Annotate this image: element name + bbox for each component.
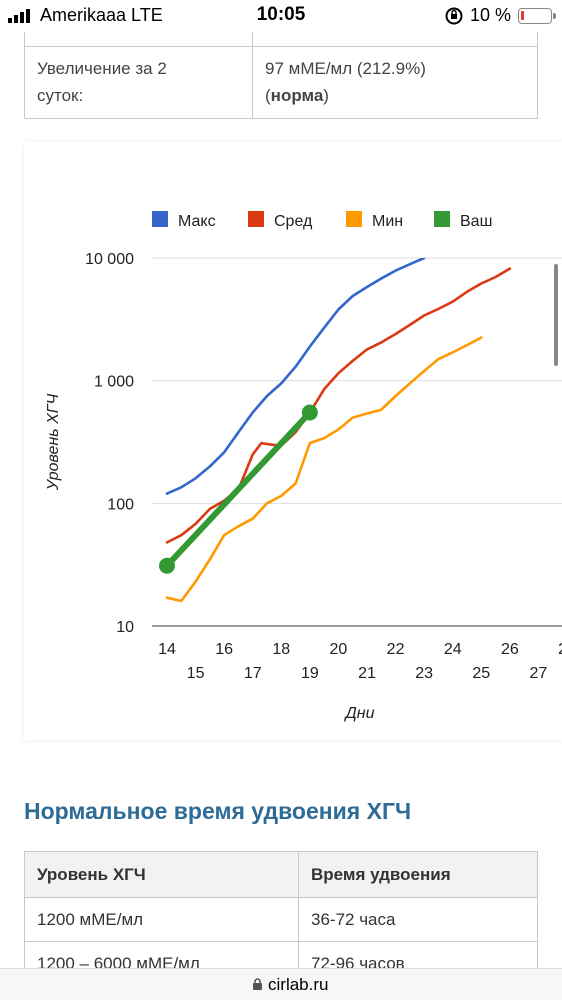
value-line: 97 мМЕ/мл (212.9%): [265, 59, 426, 78]
table-cell: 1200 мМЕ/мл: [24, 897, 299, 942]
x-tick-label: 26: [501, 641, 519, 658]
x-tick-label: 16: [215, 641, 233, 658]
x-axis-title: Дни: [344, 705, 375, 722]
table-row: Увеличение за 2 суток: 97 мМЕ/мл (212.9%…: [24, 46, 538, 119]
legend-label: Мин: [372, 213, 403, 230]
table-cell-label: Увеличение за 2 суток:: [24, 46, 253, 119]
x-tick-label: 19: [301, 665, 319, 682]
x-tick-label: 28: [558, 641, 562, 658]
series-line-3: [164, 409, 313, 569]
x-tick-label: 15: [187, 665, 205, 682]
label-line: Увеличение за 2: [37, 59, 167, 78]
data-point: [301, 404, 318, 421]
data-point: [159, 557, 175, 574]
x-tick-label: 23: [415, 665, 433, 682]
legend-label: Ваш: [460, 213, 492, 230]
legend-label: Сред: [274, 213, 313, 230]
status-bar: Amerikaaa LTE 10:05 10 %: [0, 0, 562, 32]
paren: ): [323, 86, 329, 105]
legend-swatch: [152, 211, 168, 227]
x-tick-label: 27: [530, 665, 548, 682]
battery-fill: [521, 11, 524, 20]
column-header: Уровень ХГЧ: [24, 851, 299, 898]
y-tick-label: 1 000: [94, 374, 134, 391]
table-cell: 36-72 часа: [298, 897, 538, 942]
x-tick-label: 22: [387, 641, 405, 658]
lock-icon: [253, 978, 262, 990]
orientation-lock-icon: [445, 7, 463, 25]
y-tick-label: 100: [107, 496, 134, 513]
x-tick-label: 17: [244, 665, 262, 682]
address-bar[interactable]: cirlab.ru: [0, 968, 562, 1000]
clock-time: 10:05: [256, 4, 306, 25]
legend-swatch: [248, 211, 264, 227]
x-tick-label: 18: [272, 641, 290, 658]
table-cell-value: 97 мМЕ/мл (212.9%) (норма): [252, 46, 538, 119]
y-axis-title: Уровень ХГЧ: [45, 394, 62, 492]
section-title: Нормальное время удвоения ХГЧ: [24, 798, 412, 824]
legend-swatch: [346, 211, 362, 227]
series-line-2: [165, 336, 483, 603]
legend-label: Макс: [178, 213, 216, 230]
y-tick-label: 10: [116, 619, 134, 636]
series-line-0: [165, 258, 426, 495]
table-header-row: Уровень ХГЧ Время удвоения: [24, 851, 538, 898]
x-tick-label: 20: [330, 641, 348, 658]
x-tick-label: 24: [444, 641, 462, 658]
label-line: суток:: [37, 86, 84, 105]
url-text[interactable]: cirlab.ru: [268, 975, 329, 994]
y-tick-label: 10 000: [85, 251, 134, 268]
hcg-chart: 10 100 1 000 10 000 14 16 18 20 22 24 26 28 15 17 19 21…: [24, 142, 562, 740]
x-tick-label: 25: [472, 665, 490, 682]
battery-icon: [518, 8, 556, 24]
carrier-label: Amerikaaa LTE: [40, 5, 163, 25]
status-normal: норма: [270, 86, 324, 105]
table-row: 1200 мМЕ/мл 36-72 часа: [24, 897, 538, 942]
x-tick-label: 21: [358, 665, 376, 682]
column-header: Время удвоения: [298, 851, 538, 898]
signal-strength-icon: [8, 9, 30, 23]
legend-swatch: [434, 211, 450, 227]
paren: (: [265, 86, 271, 105]
x-tick-label: 14: [158, 641, 176, 658]
battery-percent: 10 %: [470, 5, 512, 25]
hcg-chart-svg: 10 100 1 000 10 000 14 16 18 20 22 24 26 28 15 17 19 21…: [45, 211, 562, 722]
doubling-time-table: Уровень ХГЧ Время удвоения 1200 мМЕ/мл 3…: [24, 851, 538, 986]
